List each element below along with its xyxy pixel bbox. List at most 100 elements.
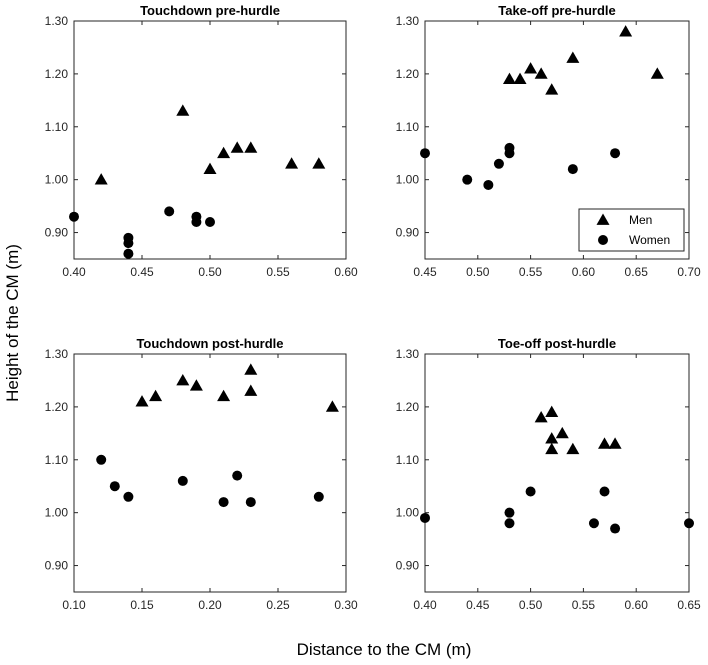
y-tick-label: 1.30 [396,347,420,361]
x-tick-label: 0.55 [519,265,543,279]
data-point-women [232,470,243,481]
data-point-men [545,405,559,418]
data-point-women [599,486,610,497]
x-tick-label: 0.50 [519,598,543,612]
data-point-men [545,442,559,455]
data-point-men [545,432,559,444]
x-tick-label: 0.20 [198,598,222,612]
x-tick-label: 0.60 [334,265,358,279]
data-point-men [285,157,299,169]
x-tick-label: 0.45 [466,598,490,612]
data-point-women [313,491,324,502]
data-point-men [545,83,559,95]
y-tick-label: 1.20 [396,67,420,81]
data-point-men [534,410,548,423]
x-tick-label: 0.70 [677,265,701,279]
data-point-women [109,481,120,492]
y-tick-label: 1.00 [396,506,420,520]
data-point-men [598,437,612,449]
y-tick-label: 1.00 [45,173,69,187]
y-tick-label: 0.90 [396,226,420,240]
data-point-women [164,206,175,217]
data-point-men [566,442,580,455]
data-point-women [420,512,430,523]
x-axis-label: Distance to the CM (m) [297,640,472,659]
x-tick-label: 0.10 [62,598,86,612]
data-point-women [218,497,229,508]
y-tick-label: 0.90 [45,559,69,573]
legend-marker-men [596,213,610,225]
data-point-men [203,162,217,174]
data-point-men [135,395,149,407]
panel-title: Touchdown pre-hurdle [140,3,280,18]
x-tick-label: 0.55 [266,265,290,279]
data-point-women [504,148,515,159]
y-tick-label: 0.90 [396,559,420,573]
data-point-men [534,67,548,79]
series-women [69,206,215,259]
data-point-women [69,211,79,222]
data-point-women [123,491,134,502]
data-point-women [483,179,494,190]
y-tick-label: 1.30 [45,347,69,361]
x-tick-label: 0.50 [198,265,222,279]
data-point-women [684,518,694,529]
data-point-men [650,67,664,79]
y-tick-label: 1.20 [45,67,69,81]
y-tick-label: 1.10 [396,453,420,467]
y-axis-label: Height of the CM (m) [3,244,22,402]
panel-toe-off-post-hurdle: Toe-off post-hurdle 0.40 0.45 0.50 0.55 0.60 0… [396,336,701,612]
x-tick-label: 0.25 [266,598,290,612]
data-point-women [610,523,621,534]
data-point-women [205,216,215,227]
legend-label-men: Men [629,213,652,227]
data-point-women [177,475,188,486]
y-tick-label: 1.10 [45,120,69,134]
data-point-women [462,174,473,185]
x-tick-label: 0.55 [572,598,596,612]
y-tick-label: 1.20 [396,400,420,414]
y-tick-label: 1.30 [45,14,69,28]
data-point-women [123,238,134,249]
data-point-men [502,72,516,85]
series-men [94,104,326,185]
x-tick-label: 0.50 [466,265,490,279]
plot-frame [424,353,690,593]
legend: Men Women [578,208,685,252]
data-point-men [244,141,258,153]
data-point-women [191,216,202,227]
data-point-men [176,104,190,116]
data-point-women [588,518,599,529]
data-point-men [524,62,538,74]
data-point-men [325,400,339,412]
x-tick-label: 0.40 [413,598,437,612]
x-tick-label: 0.45 [130,265,154,279]
data-point-men [244,363,258,375]
data-point-women [96,454,107,465]
x-tick-label: 0.45 [413,265,437,279]
panel-touchdown-pre-hurdle: Touchdown pre-hurdle 0.40 0.45 0.50 0.55 0.60… [45,3,358,279]
data-point-women [610,148,621,159]
series-men [135,363,339,412]
data-point-men [149,389,163,402]
data-point-men [189,379,203,391]
data-point-women [504,518,515,529]
y-tick-label: 1.00 [396,173,420,187]
x-tick-label: 0.60 [625,598,649,612]
x-tick-label: 0.15 [130,598,154,612]
data-point-men [230,141,244,153]
data-point-men [608,437,622,449]
panels: Touchdown pre-hurdle 0.40 0.45 0.50 0.55 0.60… [45,3,701,612]
data-point-men [176,373,190,386]
data-point-women [504,507,515,518]
data-point-women [525,486,536,497]
legend-label-women: Women [629,233,670,247]
y-tick-label: 1.20 [45,400,69,414]
series-men [502,25,664,95]
legend-marker-women [598,235,608,245]
data-point-men [566,51,580,63]
data-point-men [217,389,231,402]
data-point-men [619,25,633,37]
data-point-men [244,384,258,396]
x-tick-label: 0.65 [625,265,649,279]
